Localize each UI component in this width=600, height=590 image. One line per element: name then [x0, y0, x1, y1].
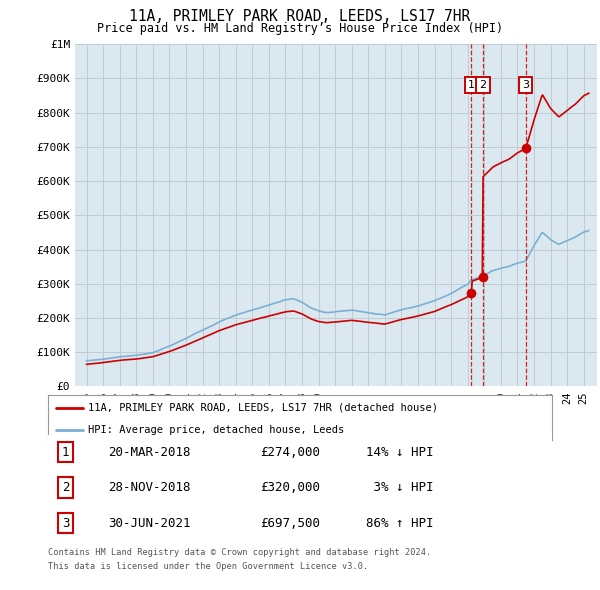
Text: 28-NOV-2018: 28-NOV-2018	[109, 481, 191, 494]
Text: 1: 1	[468, 80, 475, 90]
Text: 20-MAR-2018: 20-MAR-2018	[109, 445, 191, 459]
Text: £320,000: £320,000	[260, 481, 320, 494]
Text: 14% ↓ HPI: 14% ↓ HPI	[365, 445, 433, 459]
Text: 2: 2	[479, 80, 487, 90]
Text: 30-JUN-2021: 30-JUN-2021	[109, 516, 191, 530]
Text: 3: 3	[62, 516, 70, 530]
Text: This data is licensed under the Open Government Licence v3.0.: This data is licensed under the Open Gov…	[48, 562, 368, 571]
Text: 1: 1	[62, 445, 70, 459]
Text: 3% ↓ HPI: 3% ↓ HPI	[365, 481, 433, 494]
Text: 11A, PRIMLEY PARK ROAD, LEEDS, LS17 7HR: 11A, PRIMLEY PARK ROAD, LEEDS, LS17 7HR	[130, 9, 470, 24]
Text: 11A, PRIMLEY PARK ROAD, LEEDS, LS17 7HR (detached house): 11A, PRIMLEY PARK ROAD, LEEDS, LS17 7HR …	[88, 403, 439, 412]
Text: Contains HM Land Registry data © Crown copyright and database right 2024.: Contains HM Land Registry data © Crown c…	[48, 548, 431, 556]
Text: 2: 2	[62, 481, 70, 494]
Text: £697,500: £697,500	[260, 516, 320, 530]
Text: HPI: Average price, detached house, Leeds: HPI: Average price, detached house, Leed…	[88, 425, 344, 435]
Text: 3: 3	[522, 80, 529, 90]
Text: 86% ↑ HPI: 86% ↑ HPI	[365, 516, 433, 530]
Text: Price paid vs. HM Land Registry’s House Price Index (HPI): Price paid vs. HM Land Registry’s House …	[97, 22, 503, 35]
Text: £274,000: £274,000	[260, 445, 320, 459]
